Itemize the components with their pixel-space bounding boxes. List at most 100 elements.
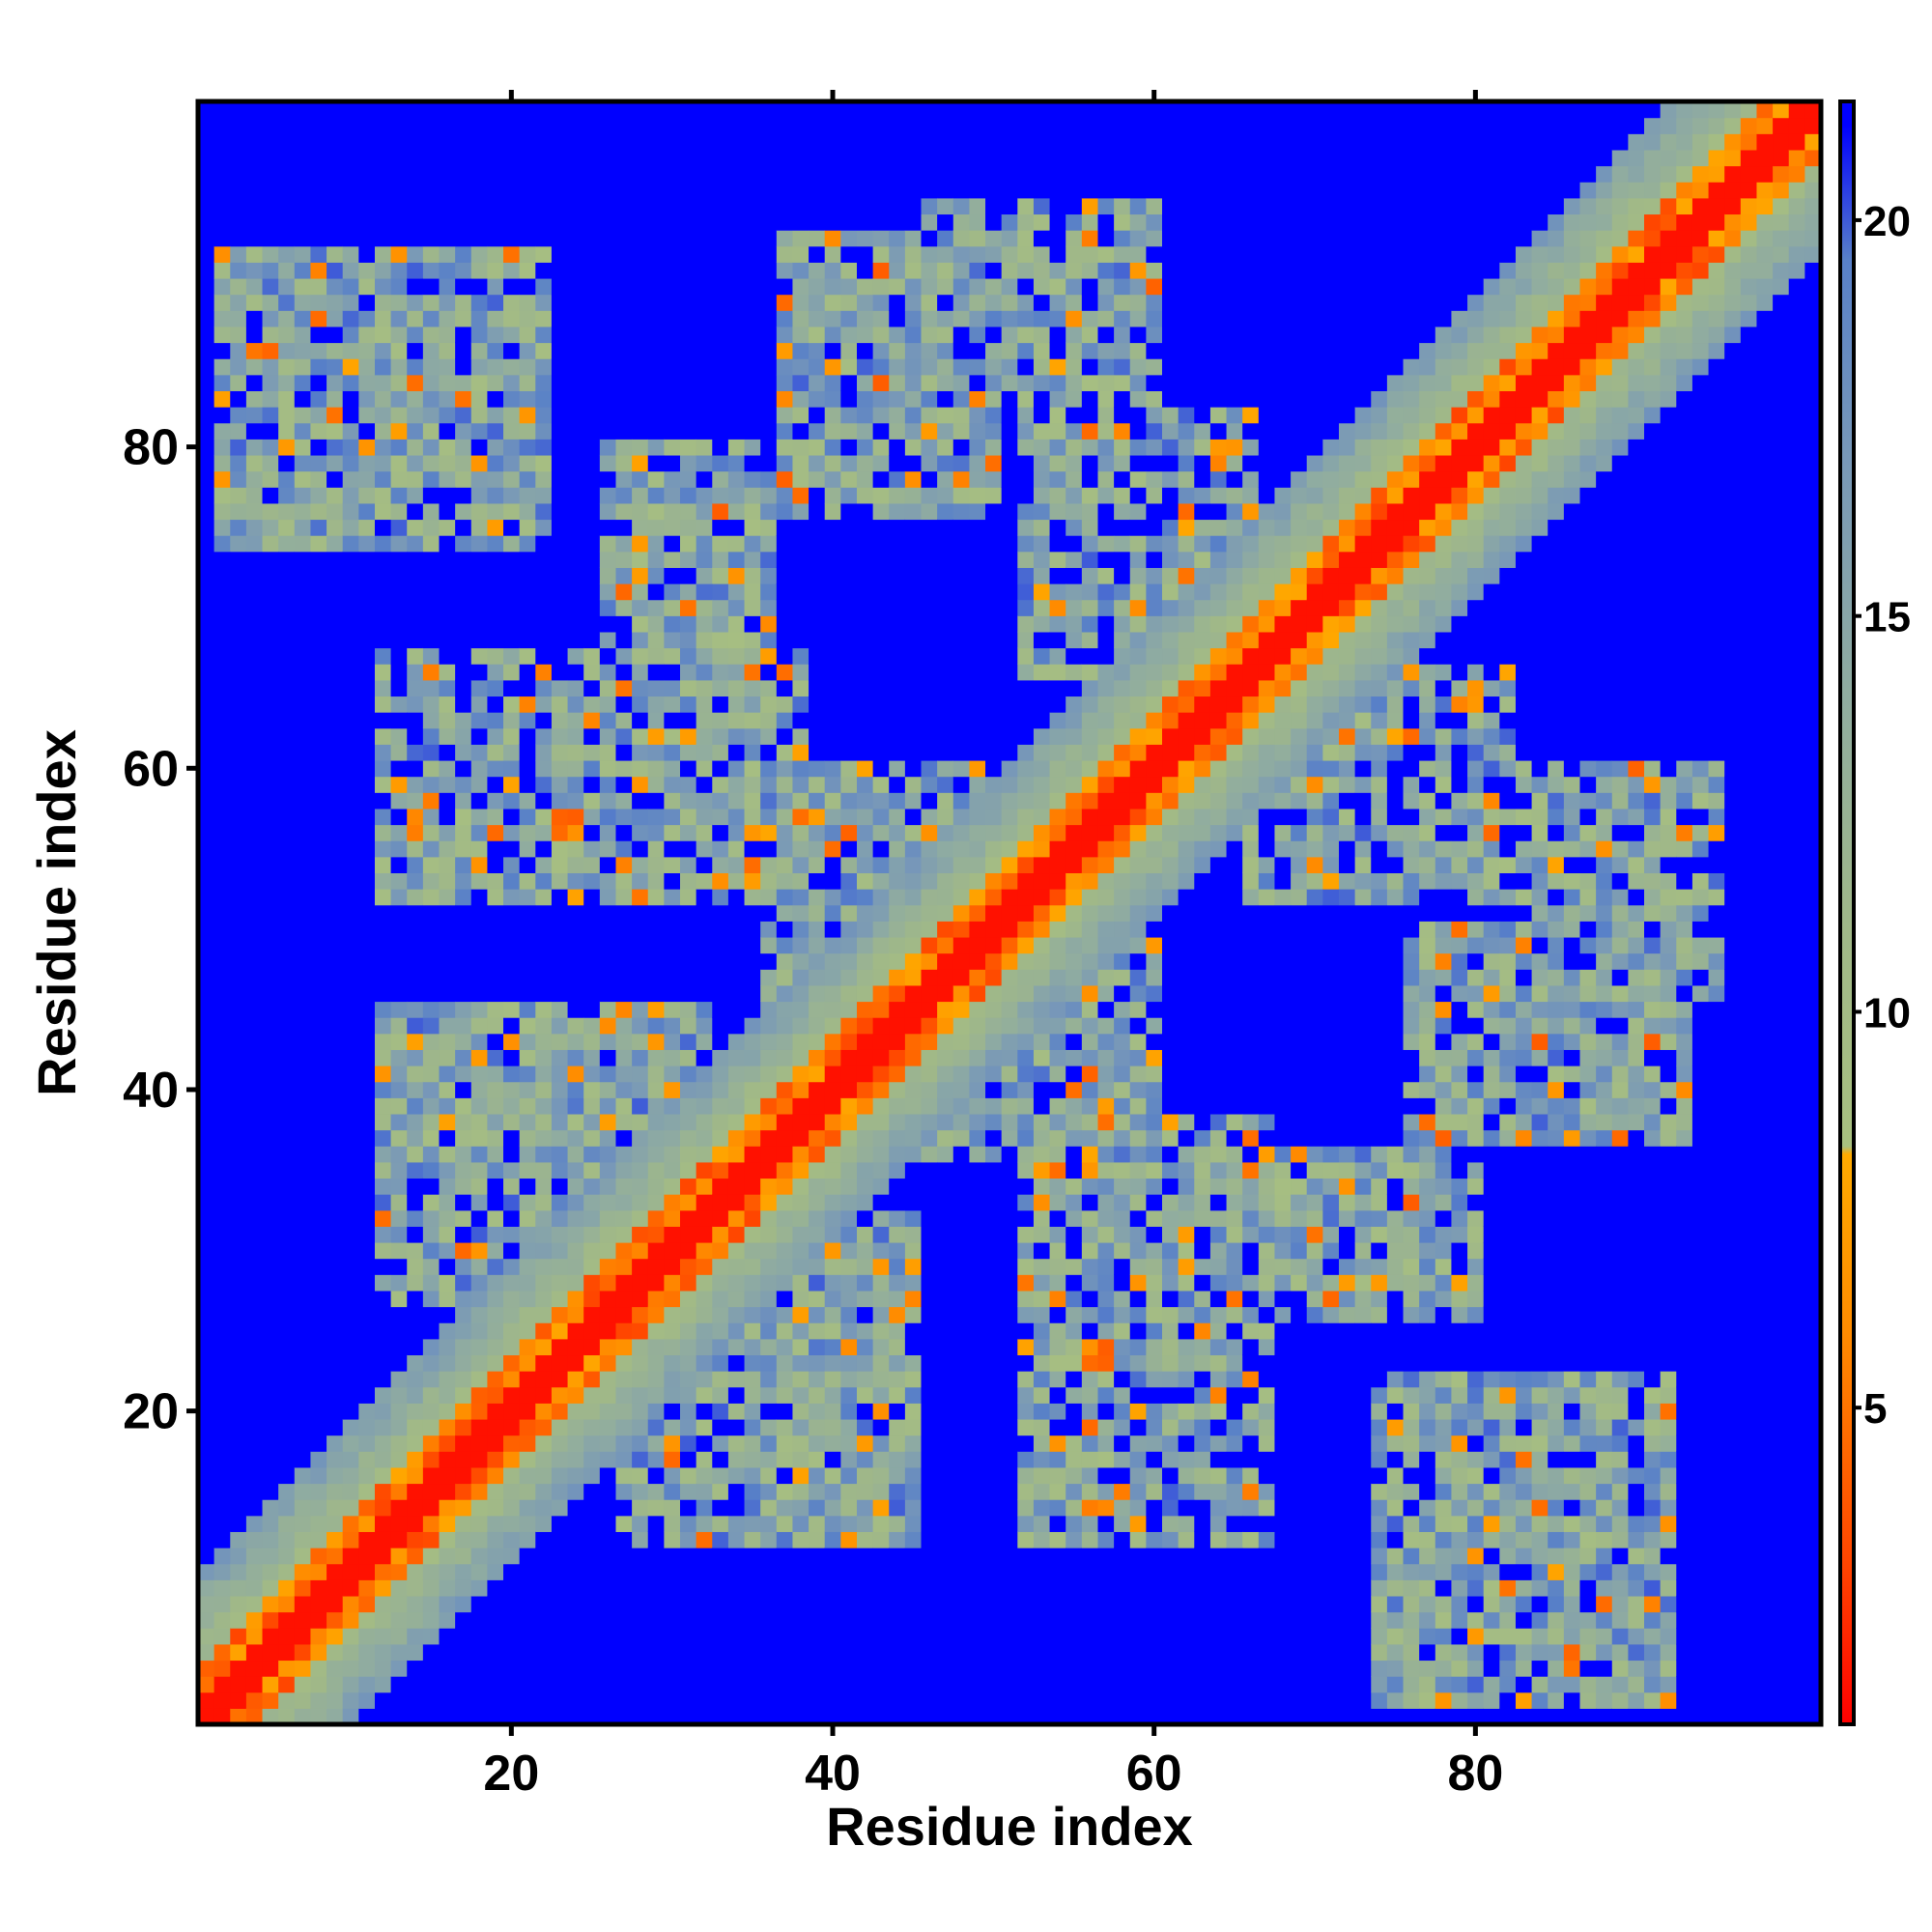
heatmap-cell: [294, 1708, 312, 1725]
heatmap-cell: [760, 872, 778, 890]
heatmap-cell: [310, 921, 327, 938]
heatmap-cell: [551, 615, 569, 633]
heatmap-cell: [889, 615, 906, 633]
heatmap-cell: [278, 101, 296, 119]
heatmap-cell: [245, 712, 264, 729]
heatmap-cell: [213, 1483, 231, 1500]
heatmap-cell: [390, 984, 408, 1003]
heatmap-cell: [567, 1290, 584, 1308]
heatmap-cell: [567, 1194, 584, 1211]
heatmap-cell: [535, 422, 553, 440]
heatmap-cell: [567, 1691, 584, 1709]
heatmap-cell: [278, 1371, 296, 1388]
heatmap-cell: [696, 101, 713, 119]
heatmap-cell: [664, 1708, 681, 1725]
heatmap-cell: [422, 1322, 440, 1340]
heatmap-cell: [455, 744, 472, 761]
heatmap-cell: [937, 1595, 954, 1613]
heatmap-cell: [390, 824, 408, 841]
heatmap-cell: [599, 197, 617, 215]
heatmap-cell: [727, 245, 746, 263]
heatmap-cell: [503, 889, 521, 906]
heatmap-cell: [632, 551, 649, 568]
heatmap-cell: [969, 1226, 986, 1243]
heatmap-cell: [487, 1354, 504, 1372]
heatmap-cell: [567, 776, 584, 793]
heatmap-cell: [872, 1563, 890, 1580]
heatmap-cell: [952, 230, 971, 247]
heatmap-cell: [760, 984, 778, 1003]
heatmap-cell: [213, 1371, 231, 1388]
heatmap-cell: [262, 727, 279, 745]
heatmap-cell: [647, 1595, 665, 1613]
heatmap-cell: [455, 407, 472, 424]
heatmap-cell: [583, 679, 601, 697]
heatmap-cell: [503, 165, 521, 183]
heatmap-cell: [952, 712, 971, 729]
heatmap-cell: [551, 422, 569, 440]
heatmap-cell: [583, 712, 601, 729]
heatmap-cell: [872, 1403, 890, 1420]
heatmap-cell: [664, 1338, 681, 1356]
heatmap-cell: [664, 759, 681, 778]
heatmap-cell: [776, 904, 794, 922]
heatmap-cell: [358, 696, 376, 713]
heatmap-cell: [213, 744, 231, 761]
heatmap-cell: [680, 374, 697, 391]
heatmap-cell: [422, 1676, 440, 1693]
heatmap-cell: [872, 374, 890, 391]
heatmap-cell: [969, 390, 986, 408]
heatmap-cell: [262, 1322, 279, 1340]
heatmap-cell: [776, 744, 794, 761]
heatmap-cell: [327, 1563, 344, 1580]
heatmap-cell: [856, 326, 874, 344]
heatmap-cell: [727, 1418, 746, 1436]
heatmap-cell: [889, 1451, 906, 1468]
heatmap-cell: [407, 1483, 424, 1500]
heatmap-cell: [937, 1579, 954, 1597]
heatmap-cell: [872, 631, 890, 649]
heatmap-cell: [615, 294, 633, 311]
heatmap-cell: [921, 310, 938, 327]
heatmap-cell: [904, 1146, 923, 1163]
heatmap-cell: [390, 1466, 408, 1485]
heatmap-cell: [696, 182, 713, 199]
heatmap-cell: [213, 470, 231, 488]
heatmap-cell: [696, 1194, 713, 1211]
heatmap-cell: [374, 502, 392, 521]
heatmap-cell: [615, 889, 633, 906]
heatmap-cell: [872, 1306, 890, 1323]
heatmap-cell: [342, 1354, 359, 1372]
heatmap-cell: [712, 712, 729, 729]
heatmap-cell: [680, 262, 697, 279]
heatmap-cell: [358, 856, 376, 874]
heatmap-cell: [583, 696, 601, 713]
heatmap-cell: [809, 631, 826, 649]
heatmap-cell: [519, 390, 536, 408]
heatmap-cell: [760, 1435, 778, 1452]
heatmap-cell: [535, 470, 553, 488]
heatmap-cell: [809, 889, 826, 906]
heatmap-cell: [872, 487, 890, 504]
heatmap-cell: [889, 1241, 906, 1260]
heatmap-cell: [712, 824, 729, 841]
heatmap-cell: [696, 1611, 713, 1629]
heatmap-cell: [342, 1451, 359, 1468]
heatmap-cell: [969, 1129, 986, 1147]
heatmap-cell: [599, 599, 617, 616]
heatmap-cell: [969, 407, 986, 424]
heatmap-cell: [760, 1499, 778, 1517]
heatmap-cell: [632, 712, 649, 729]
heatmap-cell: [198, 1146, 215, 1163]
heatmap-cell: [327, 407, 344, 424]
heatmap-cell: [535, 1226, 553, 1243]
heatmap-cell: [213, 696, 231, 713]
heatmap-cell: [727, 1403, 746, 1420]
heatmap-cell: [278, 856, 296, 874]
heatmap-cell: [310, 1499, 327, 1517]
heatmap-cell: [262, 1258, 279, 1275]
heatmap-cell: [374, 1209, 392, 1227]
heatmap-cell: [889, 1322, 906, 1340]
heatmap-cell: [294, 1611, 312, 1629]
heatmap-cell: [213, 133, 231, 151]
